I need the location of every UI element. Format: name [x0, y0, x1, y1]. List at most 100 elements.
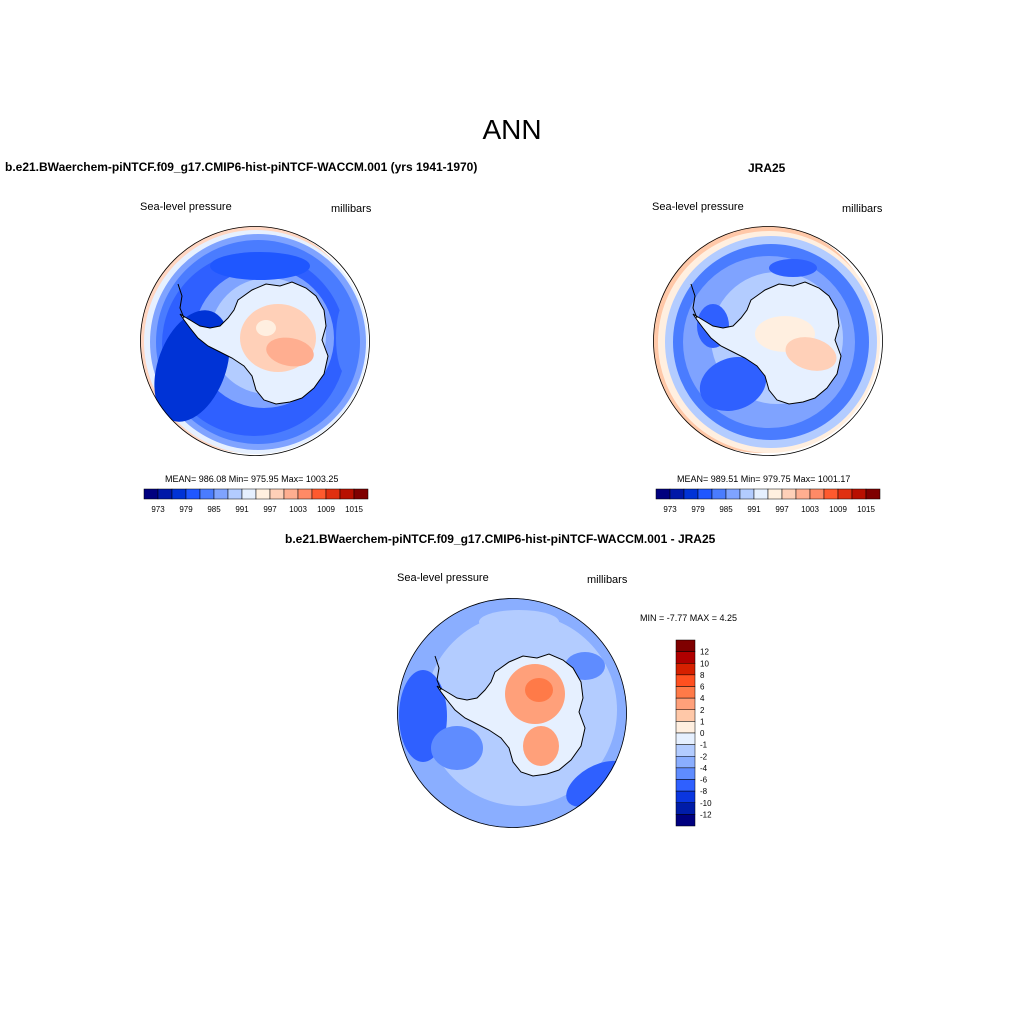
diff-colorbar-tick-label: -4	[700, 764, 708, 773]
obs-colorbar-swatch	[865, 488, 881, 500]
obs-colorbar-tick-label: 991	[747, 505, 761, 514]
model-colorbar-tick-label: 979	[179, 505, 193, 514]
diff-colorbar-swatch	[675, 732, 696, 745]
model-colorbar-swatch	[311, 488, 327, 500]
obs-stats: MEAN= 989.51 Min= 979.75 Max= 1001.17	[677, 474, 851, 484]
diff-colorbar-swatch	[675, 686, 696, 699]
obs-variable-label: Sea-level pressure	[652, 201, 744, 213]
diff-colorbar-tick-label: -2	[700, 752, 708, 761]
model-colorbar-tick-label: 1009	[317, 505, 335, 514]
model-colorbar-swatch	[339, 488, 355, 500]
model-map-contour-band	[336, 302, 356, 374]
diff-colorbar-swatch	[675, 779, 696, 792]
diff-units-label: millibars	[587, 574, 628, 586]
diff-polar-map	[397, 598, 627, 828]
diff-colorbar-swatch	[675, 744, 696, 757]
diff-colorbar-swatch	[675, 651, 696, 664]
diff-map-contour-band	[431, 726, 483, 770]
model-units-label: millibars	[331, 203, 372, 215]
model-colorbar-tick-label: 1015	[345, 505, 363, 514]
obs-colorbar-tick-label: 997	[775, 505, 789, 514]
obs-colorbar-swatch	[725, 488, 741, 500]
obs-map-contour-band	[699, 356, 767, 412]
diff-colorbar-swatch	[675, 674, 696, 687]
obs-colorbar-tick-label: 979	[691, 505, 705, 514]
diff-variable-label: Sea-level pressure	[397, 572, 489, 584]
diff-map-contour-band	[523, 726, 559, 766]
obs-colorbar-tick-label: 1015	[857, 505, 875, 514]
model-colorbar-swatch	[353, 488, 369, 500]
model-map-south-america-coast	[177, 283, 185, 319]
obs-colorbar-swatch	[851, 488, 867, 500]
model-colorbar-swatch	[269, 488, 285, 500]
diff-map-coastline	[436, 653, 586, 777]
diff-map-map-border	[397, 598, 627, 828]
obs-colorbar-swatch	[837, 488, 853, 500]
obs-colorbar-swatch	[753, 488, 769, 500]
diff-map-contour-band	[479, 610, 559, 634]
obs-colorbar-tick-label: 985	[719, 505, 733, 514]
obs-map-contour-band	[785, 337, 837, 371]
diff-colorbar-tick-label: -12	[700, 810, 712, 819]
diff-colorbar-swatch	[675, 697, 696, 710]
obs-colorbar-swatch	[823, 488, 839, 500]
obs-colorbar-swatch	[781, 488, 797, 500]
model-colorbar-tick-label: 1003	[289, 505, 307, 514]
obs-colorbar-swatch	[669, 488, 685, 500]
diff-colorbar-swatch	[675, 767, 696, 780]
diff-colorbar-swatch	[675, 802, 696, 815]
model-colorbar-swatch	[213, 488, 229, 500]
diff-colorbar-tick-label: 0	[700, 729, 705, 738]
obs-colorbar-swatch	[655, 488, 671, 500]
diff-colorbar-tick-label: 10	[700, 659, 709, 668]
obs-panel-title: JRA25	[748, 161, 786, 175]
diff-colorbar-tick-label: 2	[700, 706, 705, 715]
model-colorbar-swatch	[255, 488, 271, 500]
model-colorbar-swatch	[297, 488, 313, 500]
obs-colorbar-swatch	[697, 488, 713, 500]
model-colorbar-tick-label: 991	[235, 505, 249, 514]
diff-colorbar-swatch	[675, 756, 696, 769]
obs-colorbar-swatch	[795, 488, 811, 500]
model-colorbar-swatch	[199, 488, 215, 500]
obs-colorbar-swatch	[809, 488, 825, 500]
obs-map-map-border	[653, 226, 883, 456]
diff-colorbar-swatch	[675, 790, 696, 803]
diff-colorbar-tick-label: -8	[700, 787, 708, 796]
obs-colorbar: 973 979 985 991 997 1003 1009 1015	[655, 488, 881, 514]
model-map-map-border	[140, 226, 370, 456]
model-map-coastline	[179, 281, 329, 405]
model-map-contour-band	[266, 337, 314, 367]
obs-colorbar-swatch	[711, 488, 727, 500]
model-map-contour-band	[256, 320, 276, 336]
model-panel-title: b.e21.BWaerchem-piNTCF.f09_g17.CMIP6-his…	[5, 160, 478, 174]
diff-colorbar-swatch	[675, 639, 696, 652]
diff-map-contour-band	[525, 678, 553, 702]
obs-colorbar-swatch	[739, 488, 755, 500]
obs-colorbar-swatch	[767, 488, 783, 500]
diff-colorbar-swatch	[675, 814, 696, 827]
obs-polar-map	[653, 226, 883, 456]
obs-units-label: millibars	[842, 203, 883, 215]
diff-panel-title: b.e21.BWaerchem-piNTCF.f09_g17.CMIP6-his…	[285, 532, 716, 546]
diff-colorbar-swatch	[675, 721, 696, 734]
model-colorbar-tick-label: 973	[151, 505, 165, 514]
model-stats: MEAN= 986.08 Min= 975.95 Max= 1003.25	[165, 474, 339, 484]
obs-colorbar-swatch	[683, 488, 699, 500]
model-colorbar-tick-label: 985	[207, 505, 221, 514]
model-colorbar-tick-label: 997	[263, 505, 277, 514]
diff-colorbar-tick-label: 4	[700, 694, 705, 703]
model-colorbar: 973 979 985 991 997 1003 1009 1015	[143, 488, 369, 514]
model-polar-map	[140, 226, 370, 456]
diff-stats: MIN = -7.77 MAX = 4.25	[640, 613, 738, 623]
diff-colorbar-tick-label: 12	[700, 648, 709, 657]
diff-colorbar-tick-label: -1	[700, 741, 708, 750]
model-variable-label: Sea-level pressure	[140, 201, 232, 213]
figure-title: ANN	[482, 114, 542, 145]
diff-colorbar-swatch	[675, 663, 696, 676]
obs-map-south-america-coast	[690, 283, 698, 319]
diff-colorbar-tick-label: -10	[700, 799, 712, 808]
diff-colorbar-swatch	[675, 709, 696, 722]
model-colorbar-swatch	[157, 488, 173, 500]
